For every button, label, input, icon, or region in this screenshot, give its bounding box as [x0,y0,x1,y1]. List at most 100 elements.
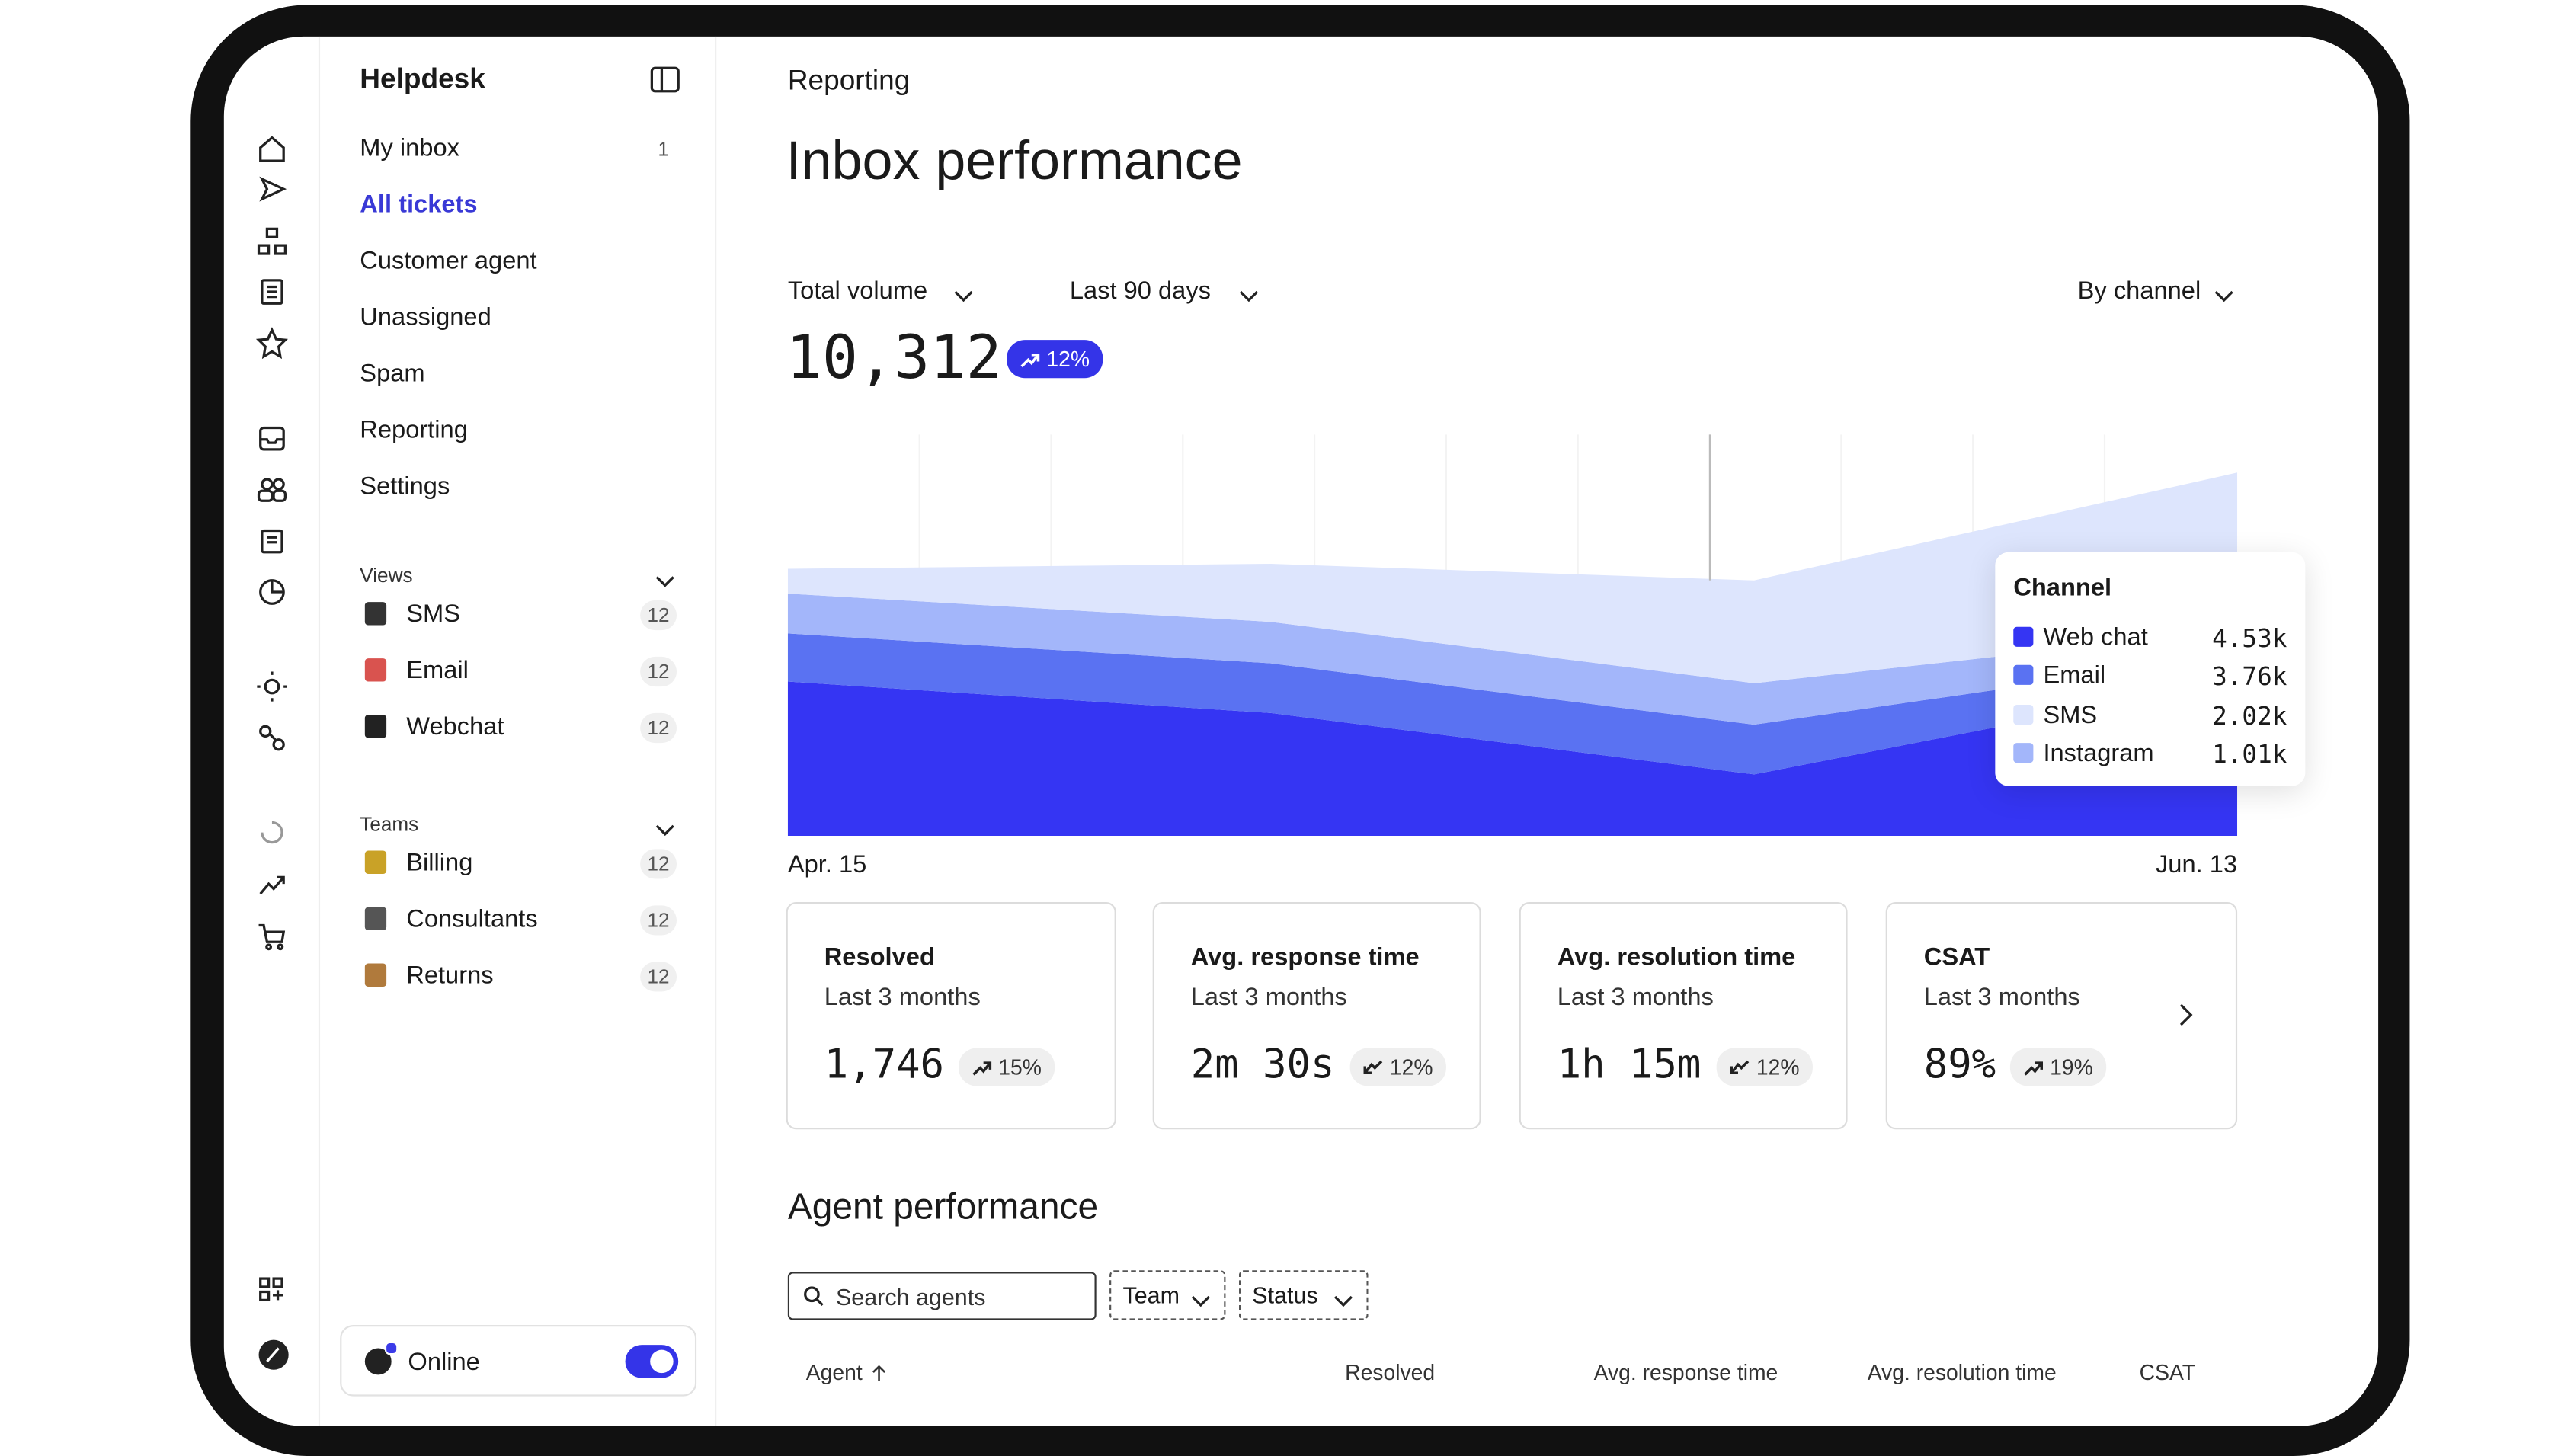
status-box[interactable]: Online [340,1325,697,1397]
sort-icon [871,1362,888,1391]
card-badge: 12% [1716,1048,1813,1086]
area [787,633,2238,775]
area [787,680,2238,836]
legend-value: 1.01k [2212,739,2287,770]
item-count: 12 [640,849,677,879]
card-subtitle: Last 3 months [1190,983,1347,1012]
legend-name: Instagram [2043,739,2154,768]
divider [715,36,717,1426]
change-value: 19% [2050,1054,2093,1080]
filter-button[interactable] [1109,1270,1226,1320]
item-label[interactable]: Webchat [406,712,504,741]
nav-count: 1 [658,137,669,162]
card-value: 1,746 [824,1041,944,1088]
tooltip-title: Channel [2013,574,2112,603]
item-count: 12 [640,600,677,631]
filter-label: Team [1122,1282,1180,1309]
filter[interactable]: By channel [2077,277,2201,306]
filter[interactable]: Last 90 days [1069,277,1211,306]
total: 10,312 [786,325,1002,393]
breadcrumb: Reporting [787,64,911,97]
card-value: 1h 15m [1557,1041,1702,1088]
column-header[interactable]: CSAT [2139,1359,2196,1385]
card-arrow [2178,1002,2195,1037]
search-box[interactable] [787,1272,1097,1320]
item-label[interactable]: Email [406,656,469,685]
card-title: Resolved [824,943,935,972]
chevron [952,283,975,313]
metric-card [786,902,1116,1130]
status-label: Online [408,1348,480,1377]
filter[interactable]: Total volume [787,277,928,306]
nav-item[interactable]: Spam [360,360,425,389]
area-chart [787,434,2238,836]
item-label[interactable]: Returns [406,962,494,990]
card-value: 89% [1923,1041,1996,1088]
metric-card [1152,902,1481,1130]
item-icon [364,907,387,931]
change-value: 12% [1389,1054,1433,1080]
x-tick-label: Apr. 15 [787,850,867,879]
nav-item[interactable]: Unassigned [360,303,491,332]
area [787,594,2238,725]
item-count: 12 [640,905,677,936]
change-value: 12% [1756,1054,1800,1080]
metric-card [1519,902,1848,1130]
card-badge: 15% [959,1048,1055,1086]
collapse-button[interactable] [650,66,680,93]
nav-item[interactable]: My inbox [360,134,459,163]
card-title: Avg. resolution time [1557,943,1796,972]
column-header[interactable]: Avg. response time [1593,1359,1778,1385]
sidebar-title: Helpdesk [360,62,485,95]
change-value: 15% [998,1054,1042,1080]
x-tick-label: Jun. 13 [2155,850,2238,879]
divider [318,36,321,1426]
item-count: 12 [640,656,677,687]
search-icon [802,1285,824,1315]
item-icon [364,963,387,987]
column-header[interactable]: Agent [805,1359,863,1385]
legend-swatch [2013,626,2034,647]
group-title[interactable]: Views [360,564,413,587]
group-title[interactable]: Teams [360,812,419,836]
chevron [1189,1288,1212,1318]
column-header[interactable]: Resolved [1345,1359,1436,1385]
icon-rail[interactable] [224,37,320,1426]
nav-item[interactable]: Reporting [360,416,468,445]
legend-swatch [2013,704,2034,725]
card-badge: 19% [2009,1048,2107,1086]
nav-item[interactable]: Customer agent [360,247,537,276]
legend-swatch [2013,742,2034,763]
legend-value: 2.02k [2212,700,2287,731]
card-subtitle: Last 3 months [824,983,981,1012]
item-count: 12 [640,712,677,744]
legend-name: Web chat [2043,623,2148,652]
item-count: 12 [640,962,677,992]
toggle[interactable] [625,1345,679,1378]
card-title: Avg. response time [1190,943,1420,972]
item-label[interactable]: Billing [406,849,473,878]
nav-item[interactable]: Settings [360,472,450,501]
legend-value: 3.76k [2212,662,2287,693]
item-label[interactable]: SMS [406,600,461,629]
legend-name: Email [2043,662,2106,691]
card-subtitle: Last 3 months [1557,983,1714,1012]
nav-item[interactable]: All tickets [360,190,478,219]
card-subtitle: Last 3 months [1923,983,2080,1012]
card-title: CSAT [1923,943,1990,972]
section-title: Agent performance [787,1186,1099,1227]
filter-button[interactable] [1238,1270,1369,1320]
area [787,472,2238,683]
chevron [654,569,677,599]
item-icon [364,715,387,738]
chevron [1237,283,1260,313]
metric-card[interactable] [1885,902,2238,1130]
column-header[interactable]: Avg. resolution time [1867,1359,2057,1385]
filter-label: Status [1252,1282,1318,1309]
search-placeholder: Search agents [835,1283,986,1310]
card-value: 2m 30s [1190,1041,1335,1088]
card-badge: 12% [1349,1048,1446,1086]
item-label[interactable]: Consultants [406,905,538,934]
